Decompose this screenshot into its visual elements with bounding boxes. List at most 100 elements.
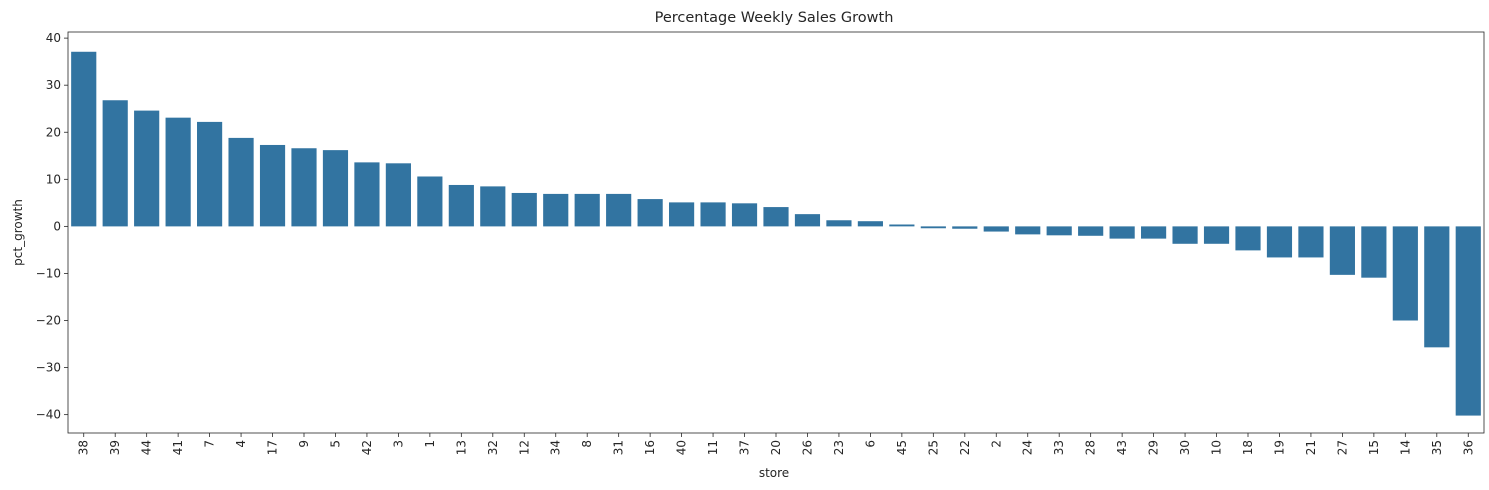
bar xyxy=(1392,226,1418,321)
x-tick-label: 22 xyxy=(958,440,972,455)
x-tick-label: 1 xyxy=(423,440,437,448)
y-tick-label: 10 xyxy=(46,172,61,186)
x-tick-label: 32 xyxy=(486,440,500,455)
x-tick-label: 2 xyxy=(989,440,1003,448)
x-tick-label: 43 xyxy=(1115,440,1129,455)
bar xyxy=(983,226,1009,232)
bar xyxy=(1266,226,1293,258)
bar xyxy=(417,176,443,227)
bar xyxy=(165,117,191,227)
x-tick-label: 10 xyxy=(1210,440,1224,455)
bar xyxy=(1298,226,1324,258)
bar xyxy=(700,202,726,227)
bar xyxy=(543,193,569,227)
bar xyxy=(291,148,317,227)
x-tick-label: 33 xyxy=(1052,440,1066,455)
bar xyxy=(354,162,380,227)
x-tick-label: 23 xyxy=(832,440,846,455)
bar xyxy=(606,193,632,227)
bar xyxy=(1172,226,1198,244)
bar xyxy=(385,163,411,227)
bar xyxy=(1424,226,1450,348)
x-tick-label: 40 xyxy=(675,440,689,455)
plot-frame xyxy=(67,31,1485,434)
x-tick-label: 34 xyxy=(549,440,563,455)
bar xyxy=(1329,226,1355,275)
x-tick-label: 4 xyxy=(234,440,248,448)
bar xyxy=(1109,226,1135,239)
x-axis-label: store xyxy=(759,466,789,480)
bar xyxy=(826,220,852,227)
x-tick-label: 15 xyxy=(1367,440,1381,455)
x-tick-label: 36 xyxy=(1461,440,1475,455)
x-tick-label: 24 xyxy=(1021,440,1035,455)
x-tick-label: 12 xyxy=(517,440,531,455)
x-tick-label: 42 xyxy=(360,440,374,455)
x-tick-label: 19 xyxy=(1272,440,1286,455)
bar xyxy=(228,137,254,227)
x-tick-label: 21 xyxy=(1304,440,1318,455)
x-tick-label: 27 xyxy=(1335,440,1349,455)
bar xyxy=(1015,226,1041,235)
bar xyxy=(1203,226,1230,244)
bar xyxy=(857,221,883,227)
bar xyxy=(511,192,537,227)
bar xyxy=(920,226,946,229)
bar xyxy=(1235,226,1261,251)
y-tick-label: 40 xyxy=(46,31,61,45)
x-tick-label: 41 xyxy=(171,440,185,455)
y-axis: 40 30 20 10 0 −10 −20 −30 −40 xyxy=(36,31,68,422)
y-tick-label: 30 xyxy=(46,78,61,92)
y-tick-label: −20 xyxy=(36,314,61,328)
x-tick-label: 38 xyxy=(77,440,91,455)
x-tick-label: 29 xyxy=(1147,440,1161,455)
x-tick-label: 45 xyxy=(895,440,909,455)
bar xyxy=(794,214,821,227)
bar xyxy=(197,121,223,227)
y-tick-label: 20 xyxy=(46,125,61,139)
bar xyxy=(71,51,97,227)
bar xyxy=(574,193,600,227)
y-tick-label: −10 xyxy=(36,266,61,280)
bar xyxy=(134,110,160,227)
bar xyxy=(731,203,758,227)
y-tick-label: 0 xyxy=(53,219,61,233)
x-axis: 38 39 44 41 7 4 17 9 5 42 3 1 13 32 12 34 8 31 16 40 11 37 20 2… xyxy=(77,433,1475,455)
x-tick-label: 13 xyxy=(454,440,468,455)
x-tick-label: 18 xyxy=(1241,440,1255,455)
x-tick-label: 14 xyxy=(1398,440,1412,455)
x-tick-label: 31 xyxy=(612,440,626,455)
bar xyxy=(480,186,506,227)
x-tick-label: 17 xyxy=(266,440,280,455)
x-tick-label: 28 xyxy=(1084,440,1098,455)
bar xyxy=(259,144,286,227)
x-tick-label: 9 xyxy=(297,440,311,448)
y-tick-label: −30 xyxy=(36,361,61,375)
chart-title: Percentage Weekly Sales Growth xyxy=(655,10,894,26)
x-tick-label: 5 xyxy=(328,440,342,448)
bars-layer xyxy=(71,51,1481,416)
bar xyxy=(952,226,978,229)
x-tick-label: 7 xyxy=(203,440,217,448)
x-tick-label: 44 xyxy=(140,440,154,455)
x-tick-label: 16 xyxy=(643,440,657,455)
x-tick-label: 25 xyxy=(926,440,940,455)
bar xyxy=(102,100,128,227)
bar xyxy=(1046,226,1072,236)
bar xyxy=(1361,226,1387,278)
x-tick-label: 3 xyxy=(391,440,405,448)
x-tick-label: 30 xyxy=(1178,440,1192,455)
y-axis-label: pct_growth xyxy=(11,199,25,266)
y-tick-label: −40 xyxy=(36,408,61,422)
x-tick-label: 39 xyxy=(108,440,122,455)
bar xyxy=(669,202,695,227)
x-tick-label: 6 xyxy=(863,440,877,448)
bar xyxy=(763,207,789,227)
x-tick-label: 37 xyxy=(738,440,752,455)
bar xyxy=(448,184,474,227)
bar xyxy=(1078,226,1104,236)
bar xyxy=(1455,226,1481,416)
bar xyxy=(322,150,349,227)
x-tick-label: 26 xyxy=(800,440,814,455)
